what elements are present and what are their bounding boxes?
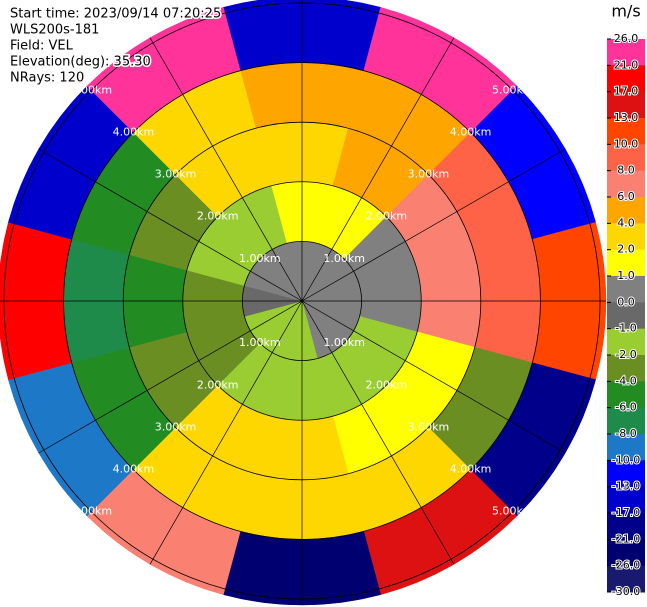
header-line: Elevation(deg): 35.30	[10, 55, 151, 70]
range-label: 1.00km	[323, 252, 365, 265]
colorbar-segment	[607, 144, 645, 172]
range-label: 1.00km	[239, 336, 281, 349]
header-line: Start time: 2023/09/14 07:20:25	[10, 7, 221, 22]
range-label: 4.00km	[113, 125, 155, 138]
colorbar-segment	[607, 249, 645, 277]
header-line: WLS200s-181	[10, 23, 99, 38]
range-label: 3.00km	[155, 168, 197, 181]
radial-line	[301, 300, 566, 454]
radial-line	[149, 37, 303, 302]
colorbar-label: 1.0	[617, 269, 635, 282]
colorbar-segment	[607, 539, 645, 567]
colorbar-label: 2.0	[617, 243, 635, 256]
colorbar-label: -21.0	[612, 532, 640, 545]
range-ring	[241, 240, 363, 362]
colorbar-label: -30.0	[612, 585, 640, 598]
range-label: 1.00km	[323, 336, 365, 349]
radial-line	[38, 148, 303, 302]
colorbar-label: -10.0	[612, 453, 640, 466]
range-label: 2.00km	[366, 378, 408, 391]
colorbar-segment	[607, 328, 645, 356]
colorbar-label: -2.0	[615, 348, 636, 361]
colorbar-label: 26.0	[614, 32, 639, 45]
colorbar-segment	[607, 302, 645, 330]
colorbar-label: 21.0	[614, 58, 639, 71]
range-label: 2.00km	[197, 378, 239, 391]
colorbar-segment	[607, 381, 645, 409]
range-label: 2.00km	[197, 210, 239, 223]
colorbar-label: 4.0	[617, 216, 635, 229]
colorbar: 26.0 21.0 17.0 13.0 10.0 8.0 6.0 4.0 2.0 1.0 0.0 -1…	[607, 2, 645, 599]
header-line: Field: VEL	[10, 39, 74, 54]
colorbar-label: -6.0	[615, 401, 636, 414]
colorbar-label: -17.0	[612, 506, 640, 519]
radial-line	[149, 300, 303, 565]
colorbar-label: 0.0	[617, 295, 635, 308]
colorbar-segment	[607, 170, 645, 198]
colorbar-label: -4.0	[615, 374, 636, 387]
range-label: 1.00km	[239, 252, 281, 265]
range-label: 5.00km	[70, 505, 112, 518]
colorbar-segment	[607, 223, 645, 251]
colorbar-label: -1.0	[615, 322, 636, 335]
range-ring	[182, 181, 422, 421]
radial-line	[38, 300, 303, 454]
colorbar-label: 17.0	[614, 85, 639, 98]
colorbar-segment	[607, 434, 645, 461]
range-label: 2.00km	[366, 210, 408, 223]
colorbar-title: m/s	[611, 2, 640, 21]
colorbar-label: 13.0	[614, 111, 639, 124]
range-ring	[63, 62, 541, 540]
colorbar-segment	[607, 355, 645, 382]
colorbar-segment	[607, 407, 645, 435]
header-line: NRays: 120	[10, 71, 84, 86]
range-label: 3.00km	[155, 420, 197, 433]
range-label: 3.00km	[408, 168, 450, 181]
range-label: 5.00km	[492, 83, 534, 96]
colorbar-label: -26.0	[612, 559, 640, 572]
range-label: 3.00km	[408, 420, 450, 433]
ppi-field	[0, 0, 607, 606]
range-ring	[3, 2, 601, 600]
range-ring	[122, 121, 482, 481]
colorbar-segment	[607, 486, 645, 514]
colorbar-segment	[607, 65, 645, 93]
colorbar-segment	[607, 276, 645, 303]
colorbar-segment	[607, 197, 645, 224]
colorbar-segment	[607, 39, 645, 66]
radial-line	[301, 37, 455, 302]
colorbar-segment	[607, 460, 645, 488]
colorbar-label: 10.0	[614, 137, 639, 150]
colorbar-segment	[607, 91, 645, 119]
range-label: 4.00km	[450, 463, 492, 476]
radial-line	[301, 300, 455, 565]
colorbar-segment	[607, 513, 645, 540]
radial-line	[301, 148, 566, 302]
colorbar-segment	[607, 118, 645, 145]
range-rings: 1.00km 1.00km 1.00km 1.00km 2.00km 2.00km 2.00…	[0, 0, 606, 605]
range-label: 5.00km	[492, 505, 534, 518]
colorbar-label: -13.0	[612, 480, 640, 493]
range-label: 4.00km	[113, 463, 155, 476]
header: Start time: 2023/09/14 07:20:25WLS200s-1…	[9, 5, 223, 87]
range-label: 5.00km	[70, 83, 112, 96]
colorbar-label: -8.0	[615, 427, 636, 440]
colorbar-segment	[607, 565, 645, 593]
colorbar-label: 8.0	[617, 164, 635, 177]
colorbar-label: 6.0	[617, 190, 635, 203]
range-label: 4.00km	[450, 125, 492, 138]
